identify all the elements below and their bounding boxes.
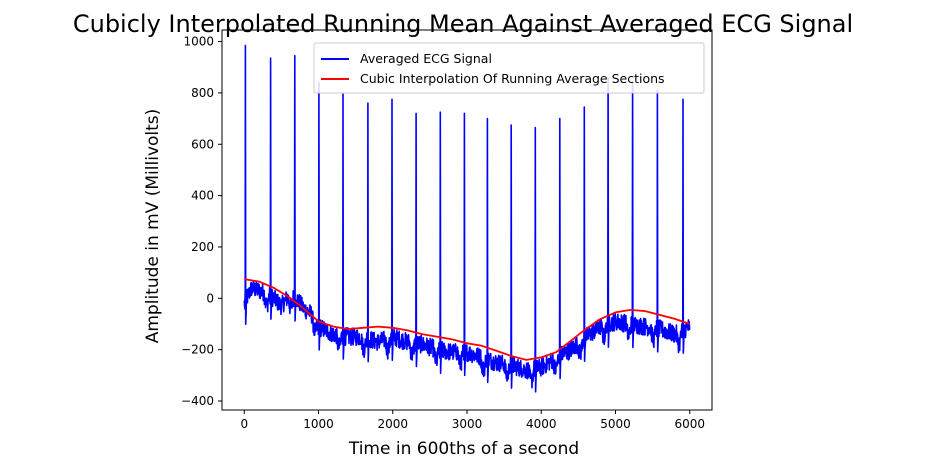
x-tick-label: 1000 — [303, 417, 334, 431]
x-tick-label: 4000 — [526, 417, 557, 431]
y-tick-label: −400 — [181, 394, 214, 408]
series-line-cubic — [244, 278, 690, 361]
x-tick-label: 0 — [240, 417, 248, 431]
y-tick-label: −200 — [181, 343, 214, 357]
y-axis-label: Amplitude in mV (Millivolts) — [143, 109, 163, 344]
legend-box — [313, 42, 705, 94]
legend: Averaged ECG Signal Cubic Interpolation … — [313, 42, 705, 94]
x-tick-label: 5000 — [600, 417, 631, 431]
x-tick-label: 3000 — [452, 417, 483, 431]
y-tick-label: 400 — [191, 189, 214, 203]
y-tick-label: 600 — [191, 137, 214, 151]
x-tick-label: 6000 — [674, 417, 705, 431]
chart-title: Cubicly Interpolated Running Mean Agains… — [73, 10, 853, 38]
series-line-ecg — [243, 44, 691, 393]
x-tick-label: 2000 — [377, 417, 408, 431]
y-tick-label: 0 — [206, 291, 214, 305]
x-axis-label: Time in 600ths of a second — [348, 439, 579, 459]
legend-label-ecg: Averaged ECG Signal — [360, 51, 492, 66]
y-tick-label: 800 — [191, 86, 214, 100]
y-tick-label: 1000 — [183, 35, 214, 49]
legend-label-cubic: Cubic Interpolation Of Running Average S… — [360, 71, 665, 86]
y-axis: −400 −200 0 200 400 600 800 1000 — [181, 35, 222, 408]
x-axis: 0 1000 2000 3000 4000 5000 6000 — [240, 410, 705, 431]
y-tick-label: 200 — [191, 240, 214, 254]
